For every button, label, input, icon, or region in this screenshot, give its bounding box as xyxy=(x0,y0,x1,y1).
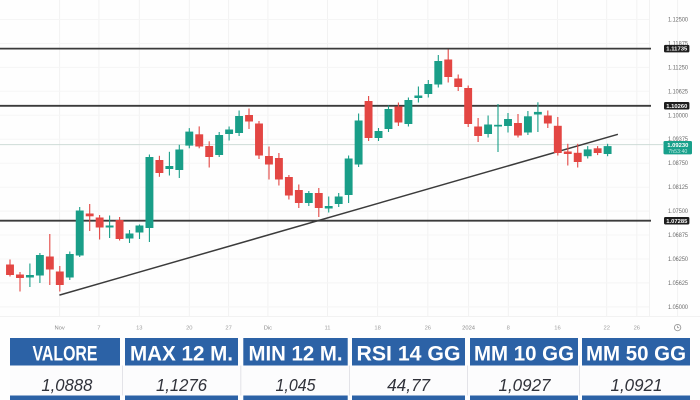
svg-text:2024: 2024 xyxy=(462,326,476,332)
svg-text:18: 18 xyxy=(374,326,380,332)
svg-text:1.09230: 1.09230 xyxy=(667,143,688,149)
svg-text:27: 27 xyxy=(225,326,231,332)
svg-text:8: 8 xyxy=(507,326,510,332)
svg-text:1.05000: 1.05000 xyxy=(668,305,689,311)
svg-text:1.07500: 1.07500 xyxy=(668,209,689,215)
svg-text:11: 11 xyxy=(324,326,330,332)
svg-text:1.11250: 1.11250 xyxy=(668,65,689,71)
svg-text:1,0927: 1,0927 xyxy=(499,375,552,395)
svg-text:26: 26 xyxy=(634,326,640,332)
svg-text:1.11735: 1.11735 xyxy=(666,47,687,53)
svg-text:1,045: 1,045 xyxy=(276,375,316,395)
svg-text:1.12500: 1.12500 xyxy=(668,18,689,24)
svg-text:1.06250: 1.06250 xyxy=(668,257,689,263)
svg-text:1.09375: 1.09375 xyxy=(668,137,689,143)
svg-text:22: 22 xyxy=(603,326,609,332)
svg-text:1.11875: 1.11875 xyxy=(668,42,689,48)
svg-text:MAX 12 M.: MAX 12 M. xyxy=(130,342,233,365)
svg-text:MM 10 GG: MM 10 GG xyxy=(474,342,574,365)
svg-text:7: 7 xyxy=(97,326,100,332)
svg-text:1.10260: 1.10260 xyxy=(666,104,687,110)
svg-text:1,1276: 1,1276 xyxy=(156,375,207,395)
svg-text:16: 16 xyxy=(554,326,560,332)
svg-text:26: 26 xyxy=(425,326,431,332)
svg-text:7h53:40: 7h53:40 xyxy=(668,149,687,155)
svg-text:1.06875: 1.06875 xyxy=(668,233,689,239)
svg-text:Dic: Dic xyxy=(264,326,272,332)
svg-text:VALORE: VALORE xyxy=(33,342,98,365)
svg-text:20: 20 xyxy=(186,326,192,332)
svg-text:1.08125: 1.08125 xyxy=(668,185,689,191)
svg-text:RSI 14 GG: RSI 14 GG xyxy=(357,342,461,365)
svg-text:1.05625: 1.05625 xyxy=(668,281,689,287)
svg-text:1.10625: 1.10625 xyxy=(668,89,689,95)
svg-text:13: 13 xyxy=(136,326,142,332)
svg-text:1.08750: 1.08750 xyxy=(668,161,689,167)
svg-text:MM 50 GG: MM 50 GG xyxy=(586,342,686,365)
svg-text:1,0888: 1,0888 xyxy=(41,375,92,395)
svg-text:MIN 12 M.: MIN 12 M. xyxy=(249,342,343,365)
svg-text:1,0921: 1,0921 xyxy=(611,375,663,395)
svg-text:Nov: Nov xyxy=(54,326,64,332)
svg-text:44,77: 44,77 xyxy=(387,375,431,395)
svg-text:1.07285: 1.07285 xyxy=(666,219,687,225)
svg-text:1.10000: 1.10000 xyxy=(668,113,689,119)
